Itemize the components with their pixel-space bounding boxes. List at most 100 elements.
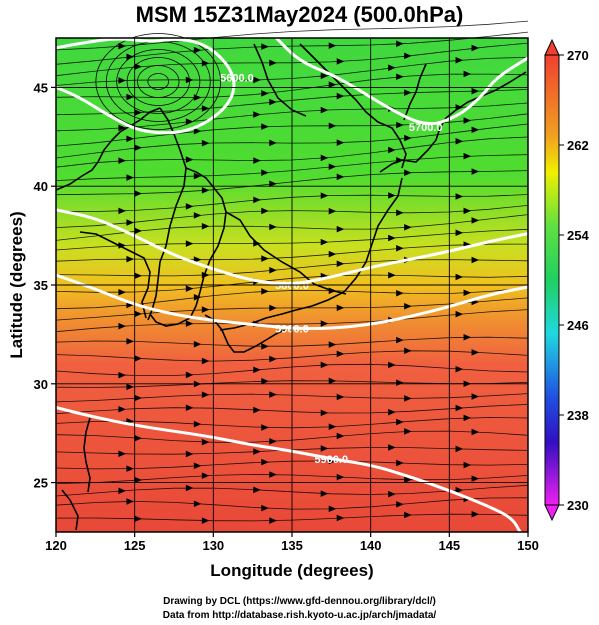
streamline-arrow-201 (336, 432, 345, 440)
streamline-arrow-51 (134, 144, 143, 151)
footer-data-credit: Data from http://database.rish.kyoto-u.a… (162, 610, 437, 621)
streamline-arrow-81 (253, 196, 261, 204)
streamline-arrow-34 (404, 89, 412, 96)
streamline-arrow-107 (126, 255, 135, 263)
streamline-arrow-30 (134, 109, 143, 116)
streamline-arrow-157 (201, 357, 210, 365)
streamline-arrow-181 (404, 395, 412, 402)
streamline-arrow-9 (134, 63, 143, 70)
streamline-arrow-243 (336, 514, 345, 522)
streamline-arrow-70 (463, 152, 472, 160)
streamline-arrow-76 (404, 169, 412, 176)
streamline-arrow-94 (201, 223, 210, 230)
streamline-arrow-236 (328, 505, 337, 513)
colorbar-top-arrow (544, 38, 560, 56)
streamline-arrow-213 (193, 462, 202, 470)
streamline-arrow-244 (404, 511, 412, 519)
streamline-arrow-163 (118, 371, 127, 379)
streamline-arrow-89 (328, 207, 337, 215)
streamline-arrow-21 (455, 57, 464, 64)
streamline-arrow-13 (404, 52, 412, 60)
streamline-arrow-93 (134, 227, 143, 235)
streamline-arrow-90 (396, 209, 404, 217)
streamline-arrow-79 (118, 207, 127, 215)
streamline-arrow-14 (471, 44, 480, 52)
streamline-arrow-84 (455, 193, 464, 200)
streamline-arrow-205 (118, 450, 127, 457)
streamline-arrow-32 (269, 98, 277, 106)
streamline-arrow-172 (261, 377, 269, 385)
streamline-arrow-12 (336, 58, 345, 65)
streamline-arrow-230 (388, 490, 396, 498)
streamline-arrow-27 (396, 73, 404, 80)
streamline-arrow-67 (261, 169, 269, 176)
streamline-arrow-60 (253, 157, 261, 164)
y-tick-label-0: 25 (34, 476, 48, 491)
streamline-arrow-223 (404, 476, 412, 483)
streamline-arrow-208 (320, 445, 329, 452)
streamline-arrow-151 (261, 343, 269, 350)
streamline-arrow-26 (328, 81, 337, 88)
contour-line-2 (55, 208, 529, 286)
streamline-arrow-130 (261, 288, 269, 295)
streamline-arrow-165 (253, 366, 261, 374)
streamline-arrow-222 (336, 473, 345, 481)
streamline-arrow-98 (471, 217, 480, 224)
streamline-arrow-11 (269, 59, 277, 67)
contour-label-1: 5700.0 (409, 122, 443, 134)
streamline-arrow-154 (463, 334, 472, 341)
streamline-arrow-116 (269, 267, 277, 274)
streamline-arrow-53 (269, 139, 277, 147)
streamline-arrow-200 (269, 438, 277, 445)
streamline-arrow-196 (463, 414, 472, 422)
streamline-arrow-88 (261, 207, 269, 215)
streamline-arrow-212 (126, 465, 135, 472)
colorbar-tick-label-3: 246 (567, 318, 589, 333)
streamline-arrow-228 (253, 486, 261, 494)
streamline-arrow-187 (320, 409, 329, 417)
streamline-arrow-68 (328, 163, 337, 170)
streamline-arrow-65 (126, 174, 135, 181)
streamline-arrow-214 (261, 458, 269, 466)
colorbar-gradient (544, 54, 560, 506)
streamline-arrow-203 (471, 428, 480, 436)
streamline-arrow-77 (471, 168, 480, 175)
streamline-arrow-193 (261, 424, 269, 431)
streamline-arrow-80 (185, 203, 194, 210)
streamline-arrow-132 (396, 289, 404, 297)
streamline-arrow-221 (269, 471, 277, 478)
streamline-arrow-137 (269, 304, 277, 312)
streamline-arrow-150 (193, 340, 202, 348)
gridlines (56, 38, 528, 532)
y-tick-label-1: 30 (34, 377, 48, 392)
streamline-arrow-49 (463, 117, 472, 124)
streamline-arrow-242 (269, 517, 277, 524)
contour-line-3 (55, 273, 529, 331)
x-tick-label-0: 120 (45, 538, 67, 553)
streamline-arrow-91 (463, 207, 472, 215)
streamline-arrow-110 (328, 250, 337, 258)
streamline-arrow-72 (134, 190, 143, 197)
streamline-arrow-105 (455, 229, 464, 237)
contour-line-4 (55, 406, 522, 533)
streamline-arrow-101 (185, 240, 194, 247)
streamline-arrow-48 (396, 121, 404, 129)
y-tick-label-2: 35 (34, 278, 48, 293)
streamline-arrow-4 (193, 46, 202, 54)
x-tick-label-4: 140 (360, 538, 382, 553)
streamline-arrow-1 (118, 42, 127, 50)
colorbar-tick-label-0: 270 (567, 48, 589, 63)
streamline-arrow-161 (471, 349, 480, 356)
streamline-arrow-104 (388, 234, 396, 242)
streamline-arrow-209 (388, 444, 396, 451)
streamline-arrow-147 (455, 310, 464, 318)
streamline-arrow-18 (253, 76, 261, 84)
streamline-arrow-194 (328, 423, 337, 430)
x-tick-label-2: 130 (202, 538, 224, 553)
streamline-arrow-166 (320, 361, 329, 369)
streamline-arrow-35 (471, 87, 480, 95)
y-axis-label: Latitude (degrees) (7, 211, 26, 358)
streamline-arrow-231 (455, 486, 464, 494)
streamline-arrow-198 (134, 434, 143, 442)
streamline-arrow-25 (261, 90, 269, 97)
